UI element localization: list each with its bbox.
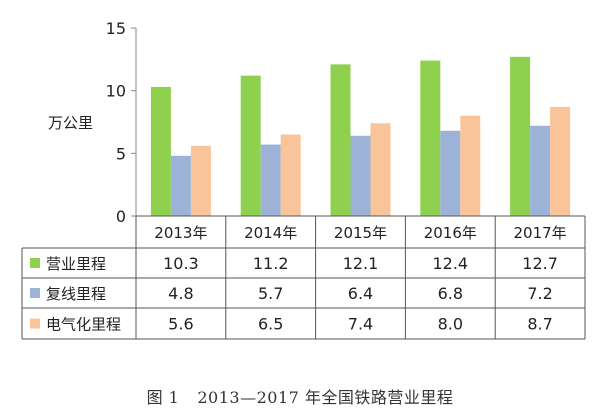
bar [440, 130, 461, 216]
data-label: 8.0 [438, 315, 463, 334]
bar [280, 134, 301, 216]
legend-swatch [30, 288, 40, 298]
data-label: 10.3 [163, 254, 199, 273]
data-label: 5.6 [168, 315, 193, 334]
data-label: 12.7 [522, 254, 558, 273]
x-tick-label: 2016年 [424, 224, 477, 242]
data-label: 6.8 [438, 284, 463, 303]
data-label: 12.1 [343, 254, 379, 273]
y-tick-label: 10 [106, 82, 126, 101]
data-label: 7.4 [348, 315, 373, 334]
bar [240, 75, 261, 216]
bar [190, 145, 211, 216]
bar [530, 125, 551, 216]
data-label: 11.2 [253, 254, 289, 273]
data-label: 8.7 [527, 315, 552, 334]
legend-swatch [30, 318, 40, 329]
x-tick-label: 2015年 [334, 224, 387, 242]
bar [510, 56, 531, 217]
y-tick-label: 5 [116, 144, 126, 163]
bar [370, 123, 391, 216]
bar [260, 144, 281, 216]
legend-label: 营业里程 [46, 255, 106, 273]
x-tick-label: 2013年 [154, 224, 207, 242]
legend-swatch [30, 258, 40, 268]
bar [420, 60, 441, 216]
figure-number: 图 1 [146, 388, 180, 407]
y-axis-label: 万公里 [48, 114, 93, 132]
data-label: 7.2 [527, 284, 552, 303]
bar [350, 135, 371, 216]
bar [170, 155, 191, 216]
chart-axes: 0 5 10 15 万公里 [48, 19, 137, 226]
data-label: 5.7 [258, 284, 283, 303]
figure-title: 2013—2017 年全国铁路营业里程 [197, 388, 454, 407]
bar [460, 115, 481, 216]
y-tick-label: 15 [106, 19, 126, 38]
data-label: 12.4 [432, 254, 468, 273]
data-label: 6.5 [258, 315, 283, 334]
legend-label: 复线里程 [46, 285, 106, 303]
figure-caption: 图 1 2013—2017 年全国铁路营业里程 [0, 384, 600, 408]
x-tick-label: 2014年 [244, 224, 297, 242]
y-tick-label: 0 [116, 207, 126, 226]
chart-bars [150, 56, 571, 217]
legend-label: 电气化里程 [46, 316, 121, 334]
data-label: 4.8 [168, 284, 193, 303]
bar [150, 86, 171, 216]
data-label: 6.4 [348, 284, 373, 303]
bar [330, 64, 351, 216]
bar [550, 106, 571, 216]
x-tick-label: 2017年 [514, 224, 567, 242]
